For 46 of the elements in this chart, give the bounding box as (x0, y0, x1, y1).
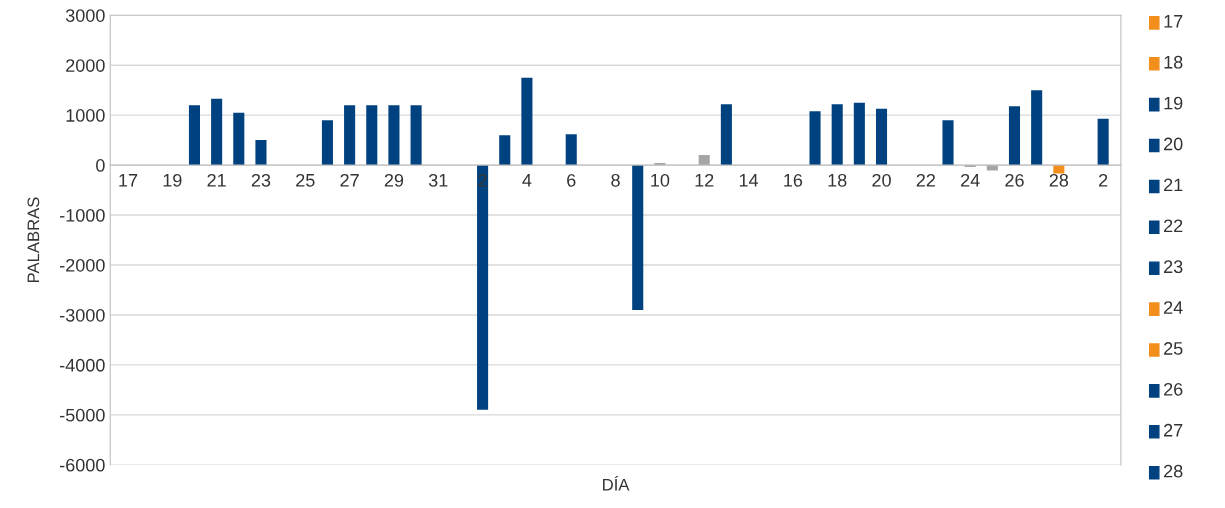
text: 27 (1164, 423, 1183, 437)
x-tick-label: 12 (695, 173, 714, 187)
x-tick-label: 25 (296, 173, 315, 187)
x-tick-label: 26 (1005, 173, 1024, 187)
x-tick-label: 23 (251, 173, 271, 187)
y-tick-label: -6000 (60, 458, 105, 472)
x-tick-label: 24 (961, 173, 980, 187)
y-tick-label: 2000 (66, 59, 105, 72)
x-axis-title: DÍA (603, 475, 630, 491)
y-tick-label: -5000 (60, 408, 105, 422)
x-tick-label: 14 (739, 174, 759, 187)
y-tick-label: 0 (96, 159, 105, 172)
x-tick-label: 8 (611, 173, 620, 187)
text: 19 (1164, 96, 1183, 110)
x-tick-label: 17 (119, 174, 138, 187)
x-tick-label: 31 (428, 173, 448, 187)
text: 23 (1164, 260, 1183, 274)
x-tick-label: 28 (1049, 173, 1069, 187)
x-tick-label: 10 (651, 173, 670, 187)
y-tick-label: -1000 (60, 208, 105, 222)
y-tick-label: -2000 (60, 258, 105, 272)
text: 17 (1164, 15, 1183, 28)
x-tick-label: 27 (340, 173, 359, 187)
x-tick-label: 2 (478, 173, 487, 187)
x-tick-label: 16 (784, 173, 803, 187)
text: 18 (1164, 55, 1183, 69)
text: 28 (1164, 464, 1183, 478)
y-tick-label: 3000 (65, 9, 105, 22)
y-tick-label: 1000 (66, 109, 105, 122)
x-tick-label: 4 (522, 174, 532, 187)
y-tick-label: -4000 (60, 358, 105, 372)
x-tick-label: 20 (872, 173, 891, 187)
text: 20 (1164, 137, 1183, 151)
x-tick-label: 29 (384, 173, 404, 187)
x-tick-label: 6 (567, 173, 576, 187)
x-tick-label: 19 (163, 173, 182, 187)
text: 24 (1164, 301, 1183, 314)
x-tick-label: 18 (828, 173, 847, 187)
text: 26 (1164, 382, 1183, 396)
x-tick-label: 22 (916, 173, 935, 187)
x-tick-label: 21 (207, 173, 226, 187)
text: 25 (1164, 342, 1183, 355)
y-axis-title: PALABRAS (27, 197, 40, 283)
x-tick-label: 2 (1099, 173, 1108, 187)
text: 22 (1164, 219, 1183, 232)
y-tick-label: -3000 (60, 308, 105, 322)
